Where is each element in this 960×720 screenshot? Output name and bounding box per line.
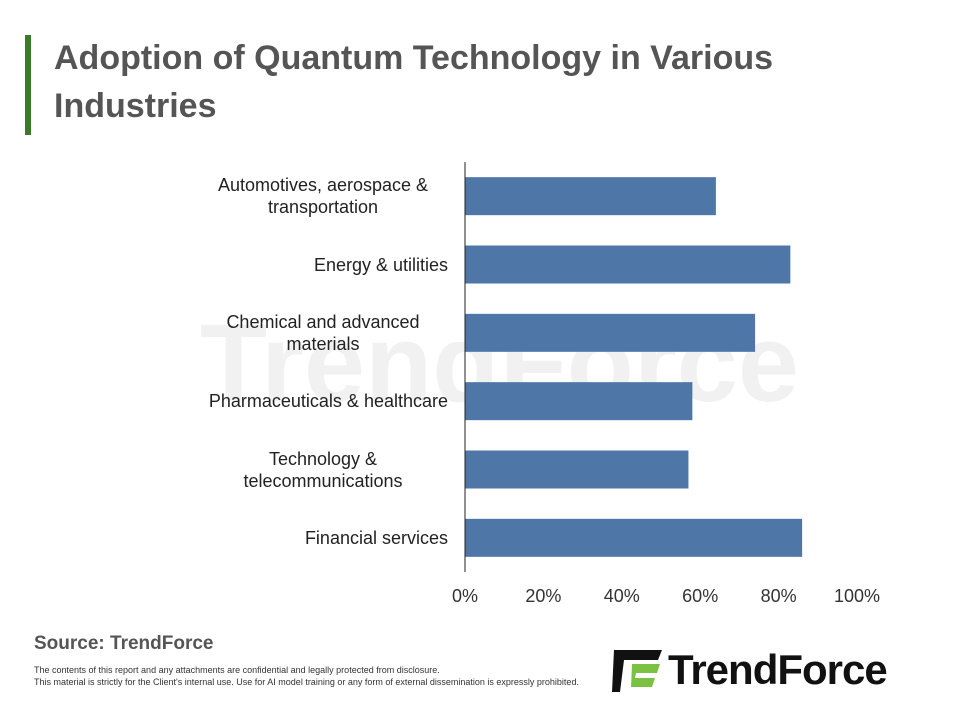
bar [465, 450, 689, 489]
x-tick-label: 80% [761, 586, 797, 606]
y-tick-label: Financial services [304, 527, 448, 548]
category-label-row: Energy & utilities [314, 254, 448, 276]
title-accent [25, 35, 31, 135]
x-tick-label: 100% [834, 586, 880, 606]
y-tick-label: Chemical and advanced materials [226, 311, 420, 354]
bar [465, 313, 756, 352]
logo: TrendForce [668, 646, 888, 693]
logo-icon [612, 650, 662, 692]
x-tick-label: 0% [452, 586, 478, 606]
bar [465, 382, 693, 421]
y-tick-label: Technology & telecommunications [243, 448, 403, 491]
bar [465, 177, 716, 216]
category-label-row: Financial services [305, 527, 448, 549]
chart-title: Adoption of Quantum Technology in Variou… [54, 39, 774, 125]
x-tick-label: 20% [525, 586, 561, 606]
source: Source: TrendForce [34, 633, 214, 654]
bar [465, 245, 791, 284]
category-label-row: Chemical and advanced materials [198, 311, 448, 355]
bar [465, 518, 803, 557]
x-tick-label: 40% [604, 586, 640, 606]
x-tick-label: 60% [682, 586, 718, 606]
category-label-row: Pharmaceuticals & healthcare [209, 390, 448, 412]
y-tick-label: Pharmaceuticals & healthcare [208, 391, 448, 412]
disclaimer: This material is strictly for the Client… [34, 677, 579, 687]
disclaimer: The contents of this report and any atta… [34, 665, 440, 675]
category-label-row: Technology & telecommunications [198, 448, 448, 492]
y-tick-label: Energy & utilities [313, 254, 448, 275]
category-label-row: Automotives, aerospace & transportation [198, 174, 448, 218]
y-tick-label: Automotives, aerospace & transportation [217, 175, 429, 218]
